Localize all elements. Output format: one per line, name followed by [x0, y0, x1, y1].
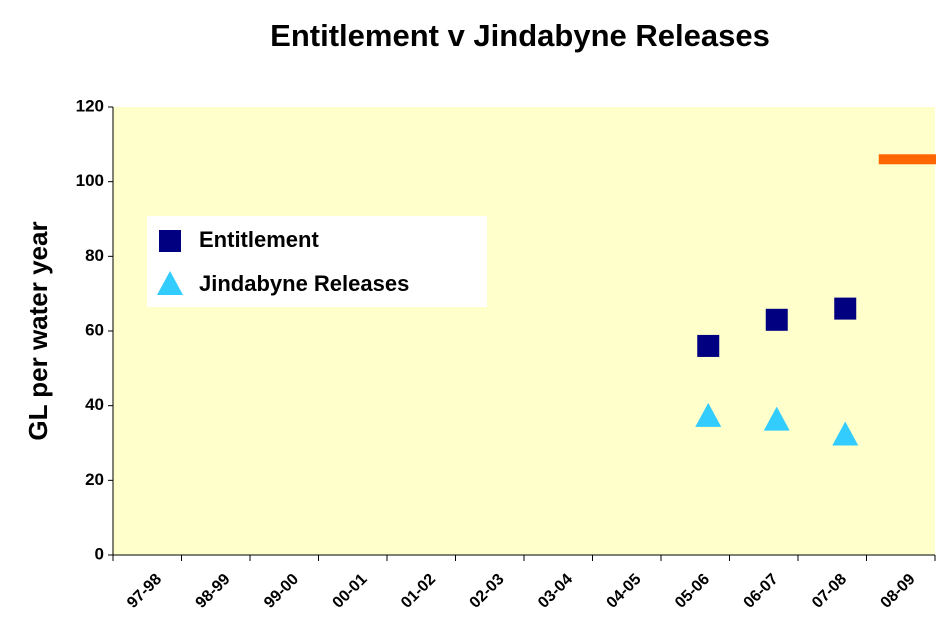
- legend-box: [147, 216, 487, 307]
- data-point: [765, 308, 788, 331]
- x-tick-label: 07-08: [809, 571, 850, 612]
- chart-title: Entitlement v Jindabyne Releases: [270, 18, 770, 53]
- legend-label: Jindabyne Releases: [199, 271, 409, 296]
- x-tick-label: 08-09: [878, 571, 919, 612]
- y-tick-label: 100: [76, 171, 104, 190]
- x-tick-label: 99-00: [261, 571, 302, 612]
- y-tick-label: 120: [76, 96, 104, 115]
- legend-marker: [159, 230, 181, 252]
- data-point: [878, 154, 936, 165]
- y-tick-label: 0: [95, 544, 104, 563]
- y-tick-label: 80: [85, 246, 104, 265]
- legend-marker: [157, 271, 183, 295]
- data-point: [834, 297, 857, 320]
- x-tick-label: 01-02: [398, 571, 439, 612]
- data-point: [832, 421, 859, 446]
- legend-label: Entitlement: [199, 227, 319, 252]
- x-tick-label: 05-06: [672, 571, 713, 612]
- plot-area: [113, 107, 935, 555]
- x-tick-label: 04-05: [604, 571, 645, 612]
- x-tick-label: 02-03: [467, 571, 508, 612]
- y-axis-label: GL per water year: [23, 221, 53, 440]
- x-tick-label: 06-07: [741, 571, 782, 612]
- x-tick-label: 03-04: [535, 571, 576, 612]
- x-tick-label: 97-98: [124, 571, 165, 612]
- x-tick-label: 98-99: [193, 571, 234, 612]
- data-point: [763, 406, 790, 431]
- data-point: [697, 334, 720, 357]
- y-tick-label: 20: [85, 470, 104, 489]
- x-tick-label: 00-01: [330, 571, 371, 612]
- y-tick-label: 60: [85, 320, 104, 339]
- y-tick-label: 40: [85, 395, 104, 414]
- data-point: [695, 402, 722, 427]
